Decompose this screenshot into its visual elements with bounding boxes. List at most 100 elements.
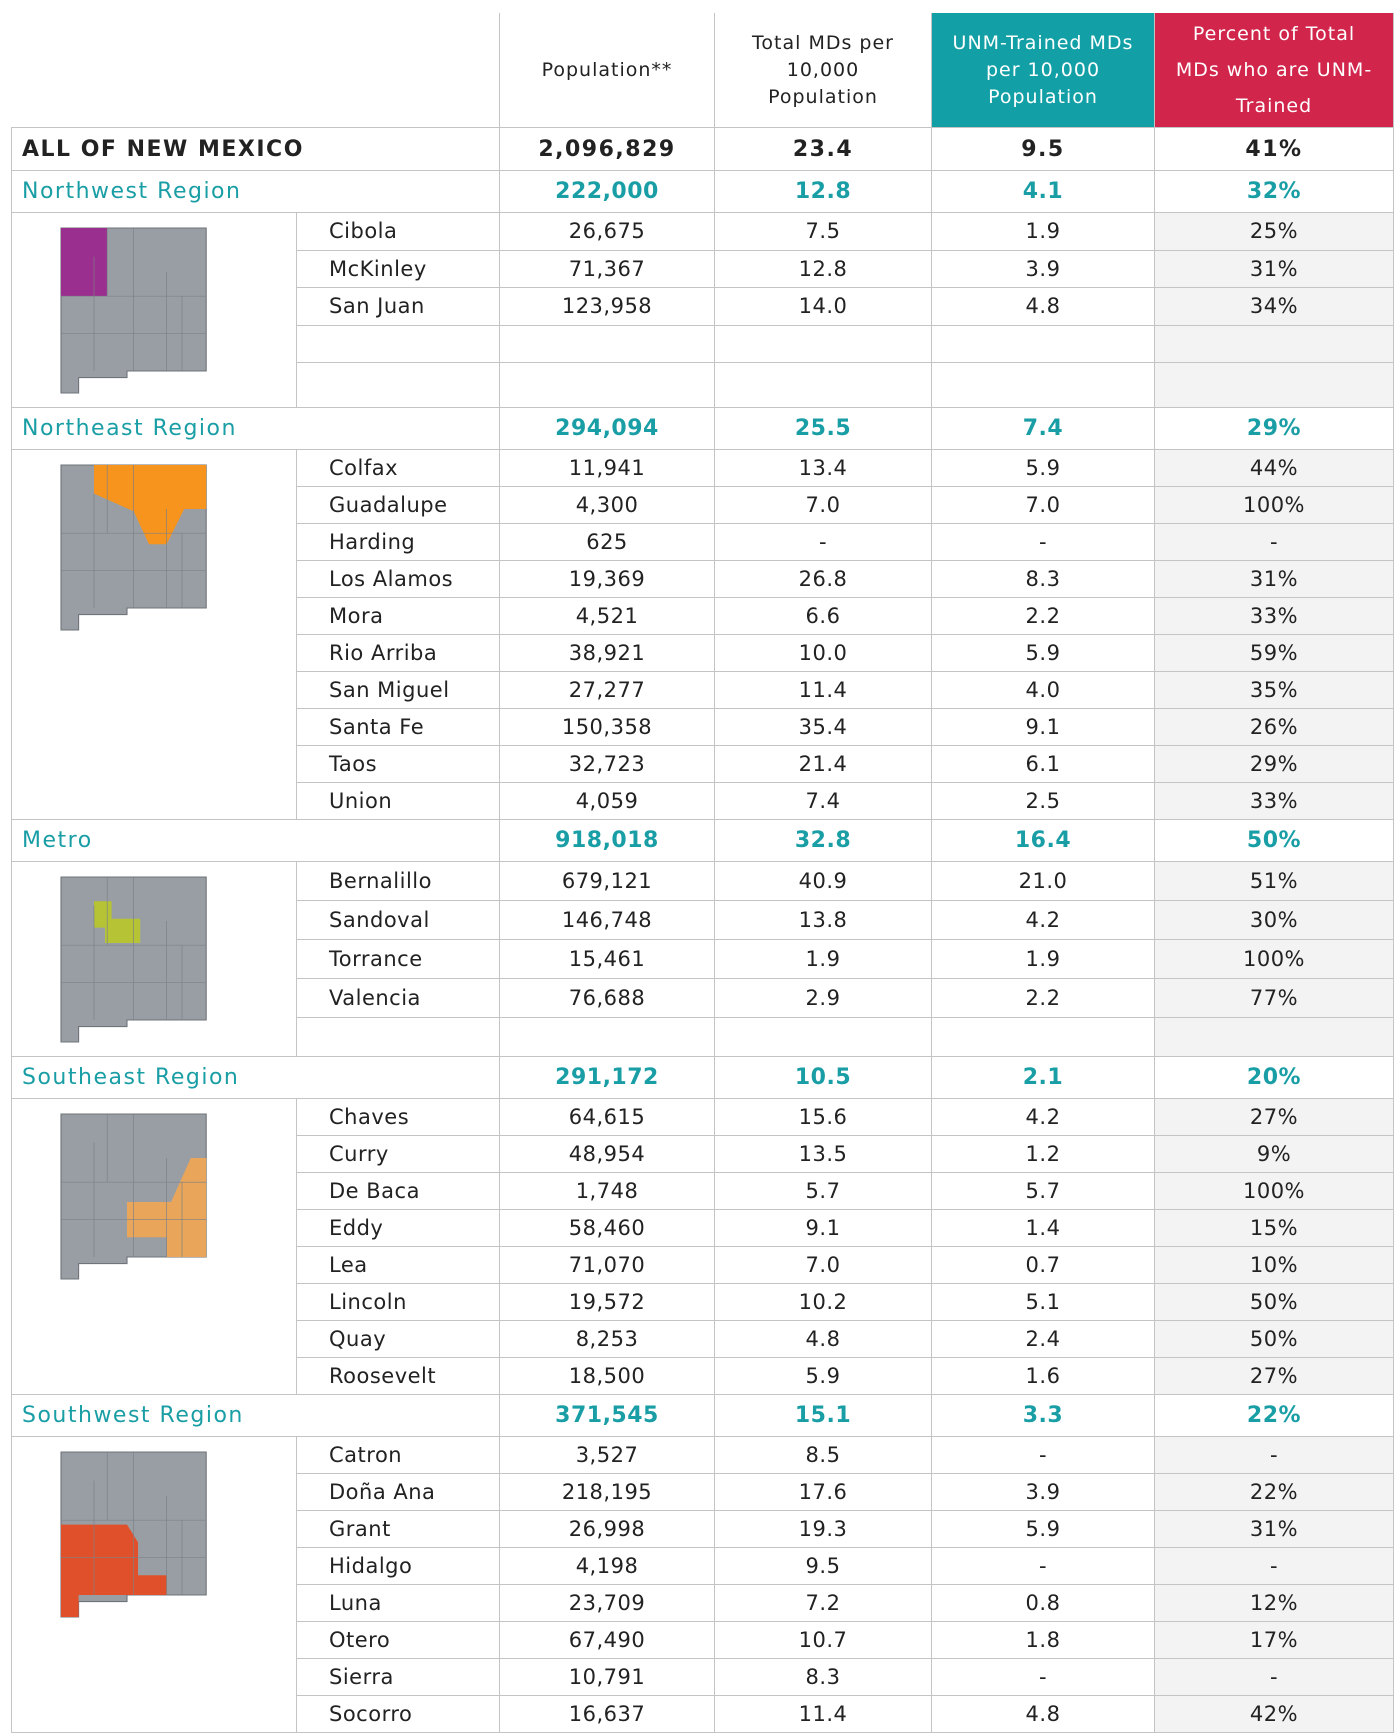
county-row: Luna 23,709 7.2 0.8 12% xyxy=(12,1584,1394,1622)
county-name: Los Alamos xyxy=(296,560,500,598)
region-name: Southeast Region xyxy=(11,1056,500,1099)
county-cell: 27% xyxy=(1154,1357,1394,1395)
county-cell: 19.3 xyxy=(714,1510,932,1548)
county-cell: 21.0 xyxy=(931,861,1155,901)
county-row: Lea 71,070 7.0 0.7 10% xyxy=(12,1246,1394,1284)
county-cell: 1.4 xyxy=(931,1209,1155,1247)
county-cell: 16,637 xyxy=(499,1695,715,1733)
county-lines xyxy=(61,465,207,609)
county-cell: 59% xyxy=(1154,634,1394,672)
county-cell: - xyxy=(931,523,1155,561)
county-cell: 7.0 xyxy=(714,1246,932,1284)
county-row: McKinley 71,367 12.8 3.9 31% xyxy=(12,249,1394,289)
county-cell: 23,709 xyxy=(499,1584,715,1622)
county-cell: 10% xyxy=(1154,1246,1394,1284)
county-cell: 40.9 xyxy=(714,861,932,901)
county-cell: 26.8 xyxy=(714,560,932,598)
county-name: Mora xyxy=(296,597,500,635)
county-row: Catron 3,527 8.5- - xyxy=(11,1436,1394,1733)
county-name: Grant xyxy=(296,1510,500,1548)
county-cell: 7.0 xyxy=(931,486,1155,524)
county-cell: - xyxy=(714,523,932,561)
region-row: Southeast Region 291,172 10.5 2.1 20% xyxy=(11,1056,1394,1099)
county-cell: 0.7 xyxy=(931,1246,1155,1284)
region-cell: 15.1 xyxy=(714,1394,932,1437)
blank-cell xyxy=(499,362,715,408)
county-cell: 4.0 xyxy=(931,671,1155,709)
county-cell: 17% xyxy=(1154,1621,1394,1659)
county-cell: 35% xyxy=(1154,671,1394,709)
blank-cell xyxy=(931,324,1155,364)
county-cell: 64,615 xyxy=(499,1098,715,1136)
county-cell: 0.8 xyxy=(931,1584,1155,1622)
county-cell: 6.1 xyxy=(931,745,1155,783)
region-cell: 12.8 xyxy=(714,170,932,213)
county-row: Lincoln 19,572 10.2 5.1 50% xyxy=(12,1283,1394,1321)
blank-cell xyxy=(296,362,500,408)
county-row: Doña Ana 218,195 17.6 3.9 22% xyxy=(12,1473,1394,1511)
county-row: Valencia 76,688 2.9 2.2 77% xyxy=(12,978,1394,1018)
county-name: Luna xyxy=(296,1584,500,1622)
county-cell: 146,748 xyxy=(499,900,715,940)
county-cell: 32,723 xyxy=(499,745,715,783)
county-cell: 7.5 xyxy=(714,212,932,251)
region-shape xyxy=(94,901,141,943)
county-cell: 4.8 xyxy=(714,1320,932,1358)
county-cell: - xyxy=(931,1658,1155,1696)
county-cell: 13.4 xyxy=(714,449,932,487)
region-map-cell xyxy=(11,449,297,820)
region-shape xyxy=(61,1524,167,1617)
region-name: Metro xyxy=(11,819,500,862)
county-cell: 100% xyxy=(1154,486,1394,524)
county-cell: 5.9 xyxy=(931,634,1155,672)
county-lines xyxy=(61,1452,207,1596)
region-map xyxy=(60,227,207,394)
region-map xyxy=(60,464,207,631)
county-cell: 1.8 xyxy=(931,1621,1155,1659)
county-cell: 33% xyxy=(1154,782,1394,820)
county-row: Bernalillo 679,121 40.9 21.0 51% xyxy=(11,861,1394,1057)
county-row: Rio Arriba 38,921 10.0 5.9 59% xyxy=(12,634,1394,672)
region-cell: 32% xyxy=(1154,170,1394,213)
county-name: Sandoval xyxy=(296,900,500,940)
region-map-cell xyxy=(11,212,297,408)
region-cell: 222,000 xyxy=(499,170,715,213)
county-row: Quay 8,253 4.8 2.4 50% xyxy=(12,1320,1394,1358)
county-cell: - xyxy=(931,1547,1155,1585)
county-cell: - xyxy=(1154,1658,1394,1696)
county-cell: 15.6 xyxy=(714,1098,932,1136)
county-name: Lea xyxy=(296,1246,500,1284)
county-row: Mora 4,521 6.6 2.2 33% xyxy=(12,597,1394,635)
region-name: Northwest Region xyxy=(11,170,500,213)
county-cell: 1.2 xyxy=(931,1135,1155,1173)
blank-row xyxy=(12,1017,1394,1057)
county-cell: 5.7 xyxy=(714,1172,932,1210)
county-cell: 2.9 xyxy=(714,978,932,1018)
county-cell: 33% xyxy=(1154,597,1394,635)
county-cell: 34% xyxy=(1154,287,1394,326)
county-cell: 679,121 xyxy=(499,861,715,901)
county-name: Valencia xyxy=(296,978,500,1018)
region-cell: 291,172 xyxy=(499,1056,715,1099)
county-row: De Baca 1,748 5.7 5.7 100% xyxy=(12,1172,1394,1210)
county-cell: 8.5 xyxy=(714,1436,932,1474)
county-cell: 2.2 xyxy=(931,597,1155,635)
county-name: Torrance xyxy=(296,939,500,979)
county-cell: 17.6 xyxy=(714,1473,932,1511)
county-name: Sierra xyxy=(296,1658,500,1696)
county-cell: 4.8 xyxy=(931,1695,1155,1733)
county-cell: 15% xyxy=(1154,1209,1394,1247)
county-name: Socorro xyxy=(296,1695,500,1733)
blank-cell xyxy=(931,1017,1155,1057)
county-cell: 76,688 xyxy=(499,978,715,1018)
county-cell: 27,277 xyxy=(499,671,715,709)
county-cell: 3.9 xyxy=(931,249,1155,289)
county-lines xyxy=(61,1114,207,1258)
state-row: ALL OF NEW MEXICO 2,096,829 23.4 9.5 41% xyxy=(11,127,1394,171)
county-name: Lincoln xyxy=(296,1283,500,1321)
county-cell: 21.4 xyxy=(714,745,932,783)
county-cell: 4,300 xyxy=(499,486,715,524)
blank-cell xyxy=(714,1017,932,1057)
header-cell: Percent of Total MDs who are UNM-Trained xyxy=(1154,13,1394,128)
county-name: Santa Fe xyxy=(296,708,500,746)
